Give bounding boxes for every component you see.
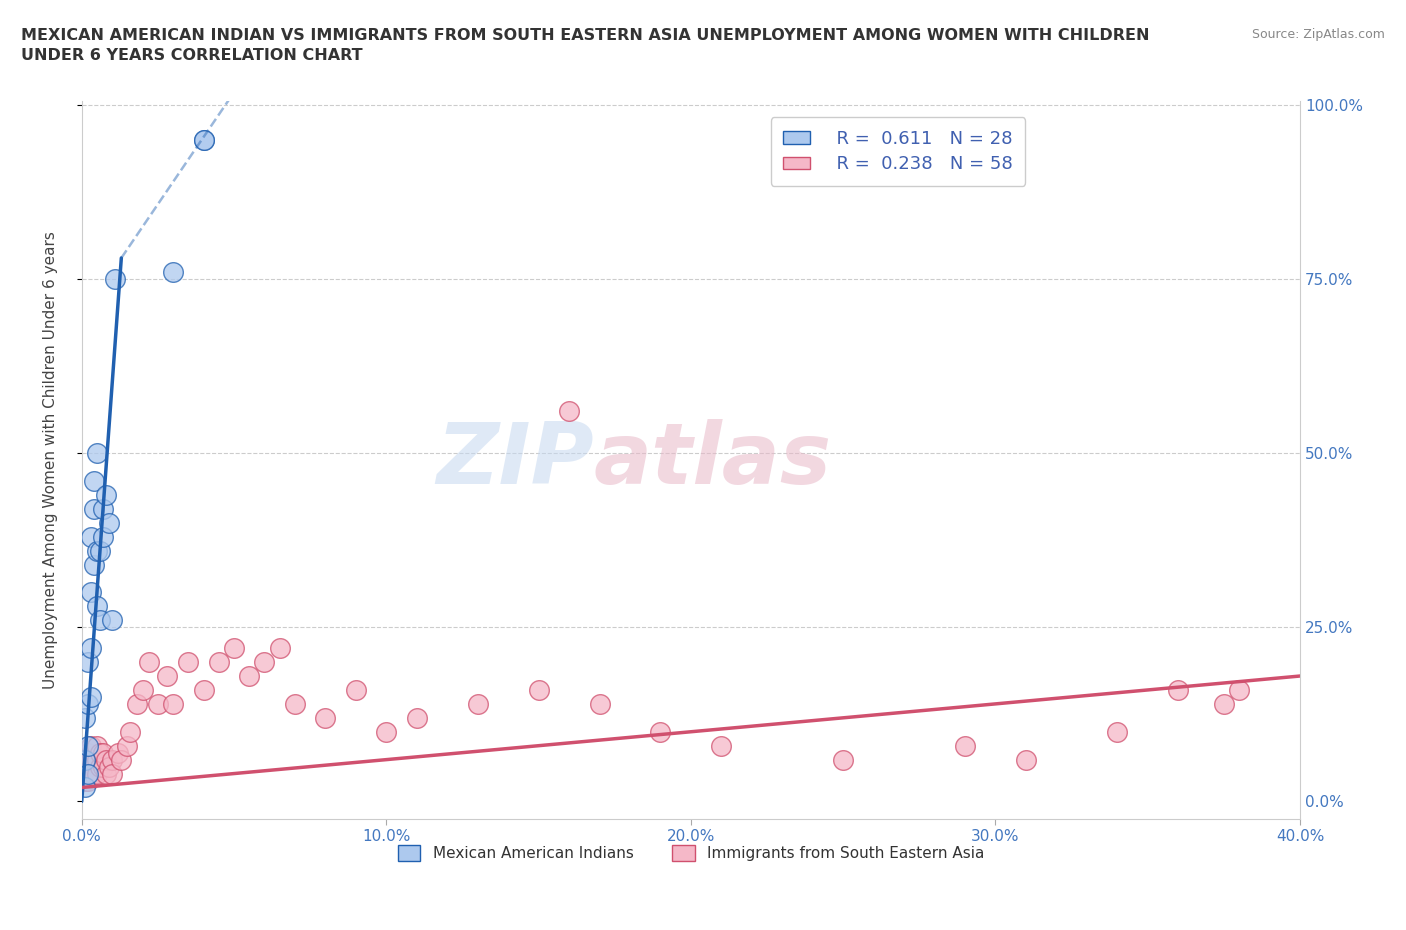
Point	[73, 752, 96, 767]
Point	[467, 697, 489, 711]
Point	[120, 724, 142, 739]
Point	[91, 759, 114, 774]
Point	[177, 655, 200, 670]
Point	[80, 738, 103, 753]
Point	[76, 738, 98, 753]
Point	[80, 752, 103, 767]
Point	[527, 683, 550, 698]
Point	[131, 683, 153, 698]
Point	[375, 724, 398, 739]
Point	[98, 759, 121, 774]
Point	[953, 738, 976, 753]
Point	[156, 669, 179, 684]
Y-axis label: Unemployment Among Women with Children Under 6 years: Unemployment Among Women with Children U…	[44, 231, 58, 689]
Point	[89, 613, 111, 628]
Point	[86, 543, 108, 558]
Point	[104, 272, 127, 286]
Point	[314, 711, 336, 725]
Point	[162, 697, 184, 711]
Point	[125, 697, 148, 711]
Point	[193, 683, 215, 698]
Point	[101, 766, 124, 781]
Point	[98, 515, 121, 530]
Point	[94, 766, 117, 781]
Point	[208, 655, 231, 670]
Point	[193, 132, 215, 147]
Point	[91, 501, 114, 516]
Point	[89, 759, 111, 774]
Point	[73, 711, 96, 725]
Point	[83, 766, 105, 781]
Point	[86, 752, 108, 767]
Point	[1107, 724, 1129, 739]
Point	[107, 745, 129, 760]
Point	[91, 529, 114, 544]
Point	[73, 773, 96, 788]
Point	[558, 404, 581, 418]
Point	[588, 697, 610, 711]
Point	[83, 752, 105, 767]
Point	[76, 745, 98, 760]
Point	[110, 752, 132, 767]
Point	[101, 613, 124, 628]
Point	[73, 752, 96, 767]
Point	[832, 752, 855, 767]
Point	[1212, 697, 1234, 711]
Point	[344, 683, 367, 698]
Point	[76, 655, 98, 670]
Point	[101, 752, 124, 767]
Point	[86, 599, 108, 614]
Text: MEXICAN AMERICAN INDIAN VS IMMIGRANTS FROM SOUTH EASTERN ASIA UNEMPLOYMENT AMONG: MEXICAN AMERICAN INDIAN VS IMMIGRANTS FR…	[21, 28, 1150, 62]
Point	[710, 738, 733, 753]
Point	[80, 529, 103, 544]
Point	[76, 759, 98, 774]
Point	[117, 738, 139, 753]
Point	[162, 264, 184, 279]
Point	[94, 487, 117, 502]
Point	[1167, 683, 1189, 698]
Point	[73, 780, 96, 795]
Point	[80, 689, 103, 704]
Point	[138, 655, 160, 670]
Point	[650, 724, 672, 739]
Point	[76, 773, 98, 788]
Point	[76, 697, 98, 711]
Point	[146, 697, 169, 711]
Point	[91, 745, 114, 760]
Text: atlas: atlas	[593, 418, 831, 501]
Point	[86, 445, 108, 460]
Point	[80, 766, 103, 781]
Point	[80, 585, 103, 600]
Point	[1227, 683, 1250, 698]
Point	[253, 655, 276, 670]
Point	[94, 752, 117, 767]
Point	[76, 766, 98, 781]
Point	[1015, 752, 1038, 767]
Point	[222, 641, 245, 656]
Text: Source: ZipAtlas.com: Source: ZipAtlas.com	[1251, 28, 1385, 41]
Point	[89, 745, 111, 760]
Point	[193, 132, 215, 147]
Point	[86, 766, 108, 781]
Legend: Mexican American Indians, Immigrants from South Eastern Asia: Mexican American Indians, Immigrants fro…	[389, 837, 991, 869]
Point	[284, 697, 307, 711]
Point	[80, 641, 103, 656]
Point	[405, 711, 427, 725]
Point	[269, 641, 291, 656]
Point	[83, 473, 105, 488]
Point	[86, 738, 108, 753]
Point	[238, 669, 260, 684]
Point	[89, 543, 111, 558]
Point	[83, 501, 105, 516]
Point	[83, 557, 105, 572]
Point	[73, 766, 96, 781]
Text: ZIP: ZIP	[436, 418, 593, 501]
